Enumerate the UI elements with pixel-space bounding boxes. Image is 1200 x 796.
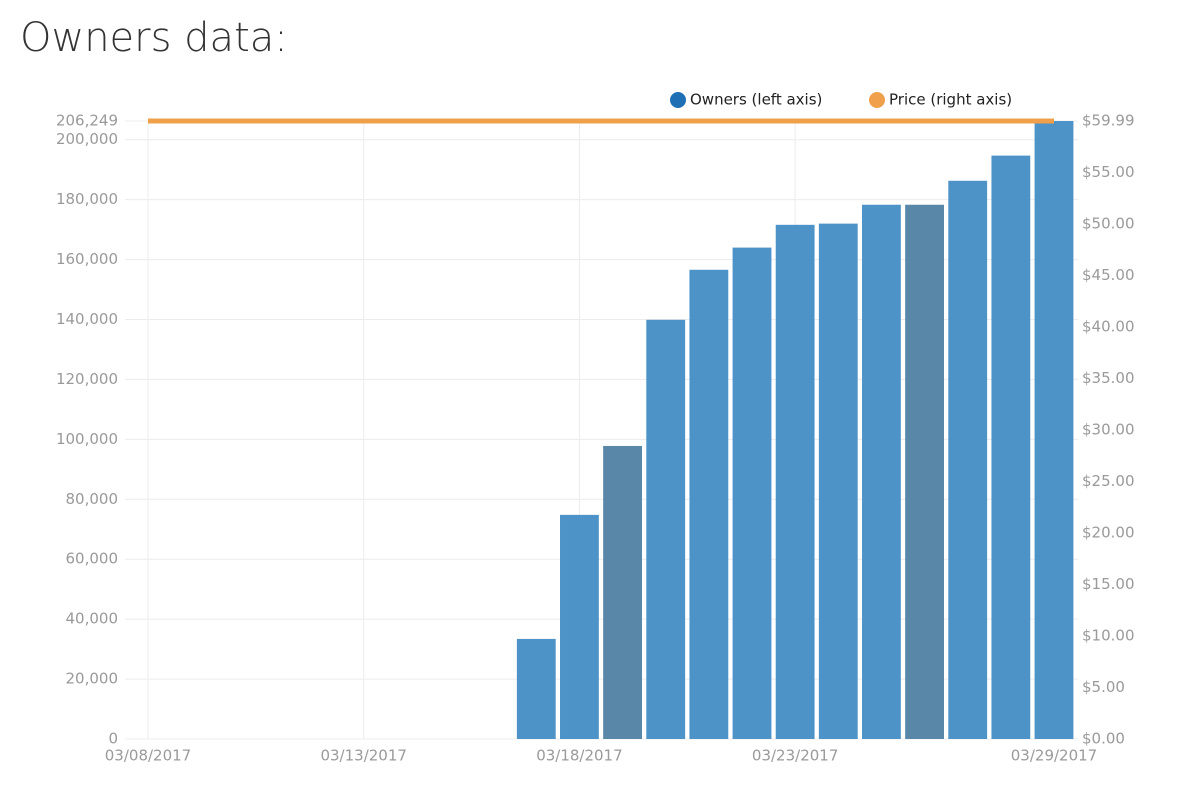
bar: [905, 204, 944, 739]
legend-marker: [670, 92, 686, 108]
y2-tick-label: $25.00: [1082, 472, 1135, 490]
bar: [991, 155, 1031, 740]
y2-tick-label: $45.00: [1082, 266, 1135, 284]
x-tick-label: 03/13/2017: [320, 747, 406, 765]
y-tick-label: 120,000: [56, 370, 118, 388]
y2-tick-label: $35.00: [1082, 369, 1135, 387]
bar: [689, 269, 729, 739]
y-tick-label: 60,000: [66, 550, 119, 568]
y2-tick-label: $40.00: [1082, 317, 1135, 335]
bar: [775, 224, 815, 739]
bar: [862, 204, 901, 739]
y-tick-label: 20,000: [66, 670, 119, 688]
x-tick-label: 03/18/2017: [536, 747, 622, 765]
bar: [818, 223, 858, 740]
bar: [1034, 121, 1074, 739]
y2-tick-label: $10.00: [1082, 626, 1135, 644]
y2-tick-label: $20.00: [1082, 523, 1135, 541]
bar: [516, 638, 556, 739]
y2-tick-label: $0.00: [1082, 730, 1125, 748]
y-tick-label: 0: [108, 730, 118, 748]
bar: [948, 180, 988, 739]
bar: [603, 445, 642, 739]
y-tick-label: 200,000: [56, 130, 118, 148]
y-tick-label: 100,000: [56, 430, 118, 448]
y2-tick-label: $30.00: [1082, 420, 1135, 438]
legend-label: Price (right axis): [889, 91, 1012, 109]
y2-tick-label: $59.99: [1082, 112, 1135, 130]
legend-label: Owners (left axis): [690, 91, 822, 109]
y2-tick-label: $5.00: [1082, 678, 1125, 696]
bar: [732, 247, 772, 739]
y-tick-label: 140,000: [56, 310, 118, 328]
y2-tick-label: $15.00: [1082, 575, 1135, 593]
bar: [646, 319, 686, 739]
legend-marker: [869, 92, 885, 108]
y-tick-label: 206,249: [56, 112, 118, 130]
y-tick-label: 160,000: [56, 250, 118, 268]
chart-title: Owners data:: [20, 15, 288, 61]
x-tick-label: 03/08/2017: [105, 747, 191, 765]
x-tick-label: 03/23/2017: [752, 747, 838, 765]
y-tick-label: 40,000: [66, 610, 119, 628]
y2-tick-label: $55.00: [1082, 163, 1135, 181]
bar: [560, 514, 599, 739]
y2-tick-label: $50.00: [1082, 214, 1135, 232]
y-tick-label: 80,000: [66, 490, 119, 508]
y-tick-label: 180,000: [56, 190, 118, 208]
x-tick-label: 03/29/2017: [1011, 747, 1097, 765]
